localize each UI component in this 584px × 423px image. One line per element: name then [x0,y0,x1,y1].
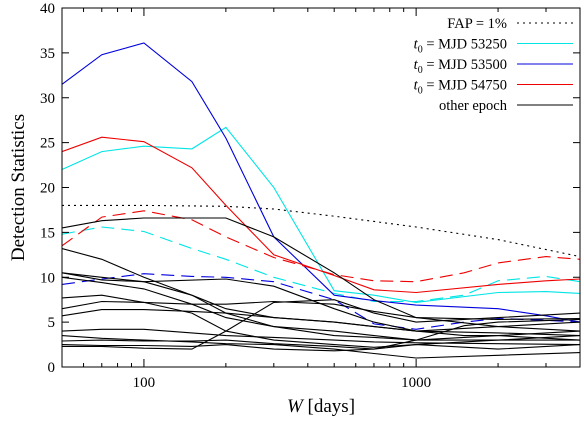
series-other-solid-13 [62,300,580,320]
legend-label-t53250-rest: = MJD 53250 [423,37,507,53]
legend-label-t53250-var: t [414,37,419,53]
legend-label-fap: FAP = 1% [447,16,507,32]
x-tick-label-0: 100 [133,375,156,391]
series-t53250-dashed-2 [62,226,580,303]
x-axis-title-unit: [days] [303,396,355,417]
series-other-solid-17 [62,339,580,350]
series-other-solid-15 [62,328,580,346]
legend-label-t54750-rest: = MJD 54750 [423,78,507,94]
y-tick-label-5: 25 [40,136,55,152]
y-tick-label-1: 5 [48,315,56,331]
series-other-solid-7 [62,217,580,332]
y-tick-label-2: 10 [40,270,55,286]
y-tick-label-3: 15 [40,225,55,241]
ticks-layer: 0 5 10 15 20 25 30 35 40 100 1000 [40,1,581,391]
series-layer [62,42,580,359]
series-other-solid-11 [62,276,580,341]
y-axis-title: Detection Statistics [8,114,29,261]
series-other-solid-14 [62,309,580,337]
legend-label-t53500-rest: = MJD 53500 [423,57,507,73]
legend-label-t53250-sub: 0 [418,45,423,56]
y-tick-label-8: 40 [40,1,55,17]
legend-label-t54750-var: t [414,78,419,94]
series-other-solid-18 [62,299,580,350]
x-tick-label-1: 1000 [401,375,431,391]
series-t53250-solid-1 [62,126,580,303]
legend-label-t54750: t0 = MJD 54750 [414,78,507,97]
legend-label-t53500: t0 = MJD 53500 [414,57,507,76]
legend-label-other: other epoch [439,98,508,114]
series-other-solid-19 [62,318,580,352]
legend-label-t53500-sub: 0 [418,65,423,76]
y-tick-label-6: 30 [40,91,55,107]
legend-label-t54750-sub: 0 [418,86,423,97]
x-axis-title: W [days] [287,396,355,417]
series-other-solid-16 [62,335,580,359]
x-axis-title-variable: W [287,396,305,417]
series-t54750-solid-5 [62,136,580,294]
y-tick-label-0: 0 [48,360,56,376]
legend-label-t53500-var: t [414,57,419,73]
series-fap-dotted-0 [62,204,580,258]
series-t53500-dashed-4 [62,273,580,330]
y-tick-label-4: 20 [40,181,55,197]
legend-label-t53250: t0 = MJD 53250 [414,37,507,56]
series-t54750-dashed-6 [62,210,580,283]
y-tick-label-7: 35 [40,46,55,62]
series-other-solid-10 [62,272,580,341]
